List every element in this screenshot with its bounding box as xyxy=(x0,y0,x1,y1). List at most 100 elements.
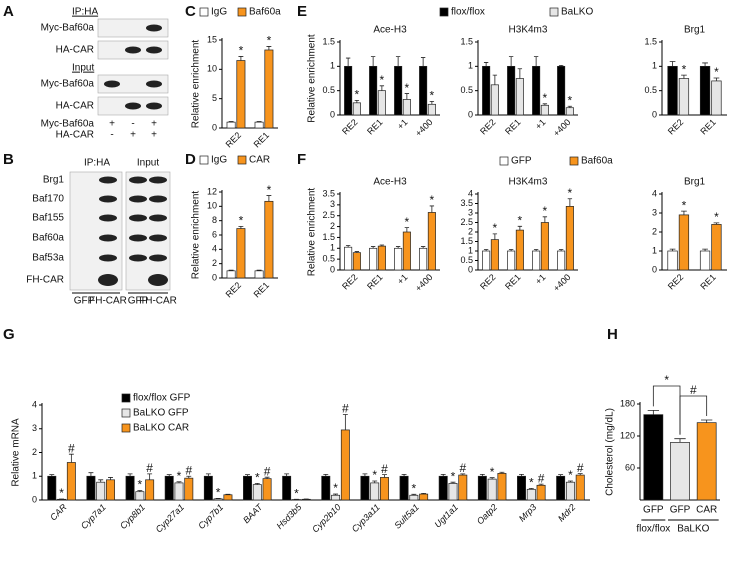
bar xyxy=(394,247,403,271)
bar xyxy=(557,250,566,271)
error-bar xyxy=(176,481,182,483)
group-label: flox/flox xyxy=(636,524,670,535)
x-tick-label: Cyp8b1 xyxy=(118,502,147,531)
bar xyxy=(487,478,497,501)
error-bar xyxy=(345,57,351,67)
x-tick-label: +1 xyxy=(395,272,409,286)
significance-marker: * xyxy=(294,486,299,500)
panel-letter: B xyxy=(3,151,14,168)
band xyxy=(146,46,162,54)
bar xyxy=(344,246,353,271)
x-tick-label: RE2 xyxy=(478,117,497,136)
significance-marker: # xyxy=(577,461,584,475)
panel-letter: G xyxy=(3,326,15,343)
condition-sign: + xyxy=(151,119,157,130)
bar xyxy=(540,104,549,116)
bar xyxy=(377,90,386,116)
bar xyxy=(699,65,711,116)
y-tick-label: 0.5 xyxy=(460,85,473,95)
legend-swatch xyxy=(199,7,209,17)
lane-label: GFP xyxy=(128,296,149,307)
x-tick-label: +1 xyxy=(395,117,409,131)
panel-letter: A xyxy=(3,3,14,20)
x-tick-label: RE2 xyxy=(340,117,359,136)
error-bar xyxy=(49,474,55,477)
bar xyxy=(711,224,722,271)
significance-marker: * xyxy=(333,481,338,495)
error-bar xyxy=(354,251,360,253)
comparison-label: # xyxy=(690,383,697,397)
error-bar xyxy=(542,103,548,106)
bar xyxy=(106,479,115,501)
y-tick-label: 2 xyxy=(652,226,657,236)
error-bar xyxy=(228,269,234,271)
significance-marker: * xyxy=(177,469,182,483)
error-bar xyxy=(577,473,583,476)
x-tick-label: RE1 xyxy=(503,117,522,136)
error-bar xyxy=(440,473,446,477)
legend-label: Baf60a xyxy=(249,7,281,18)
error-bar xyxy=(205,473,211,477)
bar xyxy=(515,78,524,116)
blot-box xyxy=(69,171,123,291)
y-tick-label: 1.5 xyxy=(460,236,473,246)
blot-box xyxy=(97,74,169,94)
x-tick-label: Cyp27a1 xyxy=(154,502,187,535)
significance-marker: * xyxy=(239,44,244,58)
error-bar xyxy=(266,195,272,202)
significance-marker: * xyxy=(543,91,548,105)
band xyxy=(146,80,162,88)
condition-sign: + xyxy=(130,130,136,141)
significance-marker: * xyxy=(255,471,260,485)
bar xyxy=(678,214,690,271)
bar xyxy=(369,65,378,116)
x-tick-label: +1 xyxy=(533,117,547,131)
error-bar xyxy=(567,105,573,108)
y-tick-label: 180 xyxy=(620,398,635,408)
bar xyxy=(409,494,419,501)
significance-marker: # xyxy=(146,461,153,475)
panel-letter: D xyxy=(185,151,196,168)
legend-label: flox/flox GFP xyxy=(133,393,191,404)
error-bar xyxy=(517,225,523,231)
x-tick-label: CAR xyxy=(696,505,717,516)
panel-letter: C xyxy=(185,3,196,20)
bar xyxy=(223,494,233,501)
error-bar xyxy=(528,487,534,490)
bar xyxy=(254,121,264,129)
error-bar xyxy=(284,473,290,477)
x-tick-label: RE2 xyxy=(340,272,359,291)
error-bar xyxy=(68,453,74,463)
bar xyxy=(536,484,546,501)
bar xyxy=(203,475,213,501)
error-bar xyxy=(681,74,687,79)
bar xyxy=(264,49,274,129)
error-bar xyxy=(256,269,262,271)
bar xyxy=(477,475,487,501)
error-bar xyxy=(266,46,272,50)
band xyxy=(99,176,117,184)
y-tick-label: 2 xyxy=(330,221,335,231)
lane-label: FH-CAR xyxy=(89,296,127,307)
significance-marker: # xyxy=(342,402,349,416)
significance-marker: * xyxy=(529,476,534,490)
bar xyxy=(66,462,76,501)
condition-label: HA-CAR xyxy=(56,130,94,141)
significance-marker: * xyxy=(568,93,573,107)
bar xyxy=(490,239,499,271)
bar xyxy=(526,488,536,501)
error-bar xyxy=(479,473,485,477)
bar xyxy=(340,429,350,501)
bar xyxy=(438,475,448,501)
y-tick-label: 1 xyxy=(330,61,335,71)
y-axis-label: Relative enrichment xyxy=(307,34,318,123)
condition-sign: + xyxy=(151,130,157,141)
legend-swatch xyxy=(121,393,131,403)
significance-marker: * xyxy=(490,465,495,479)
bar xyxy=(565,107,574,116)
group-label: BaLKO xyxy=(677,524,709,535)
error-bar xyxy=(420,246,426,249)
bar xyxy=(344,65,353,116)
y-tick-label: 1 xyxy=(32,471,37,481)
error-bar xyxy=(533,56,539,67)
